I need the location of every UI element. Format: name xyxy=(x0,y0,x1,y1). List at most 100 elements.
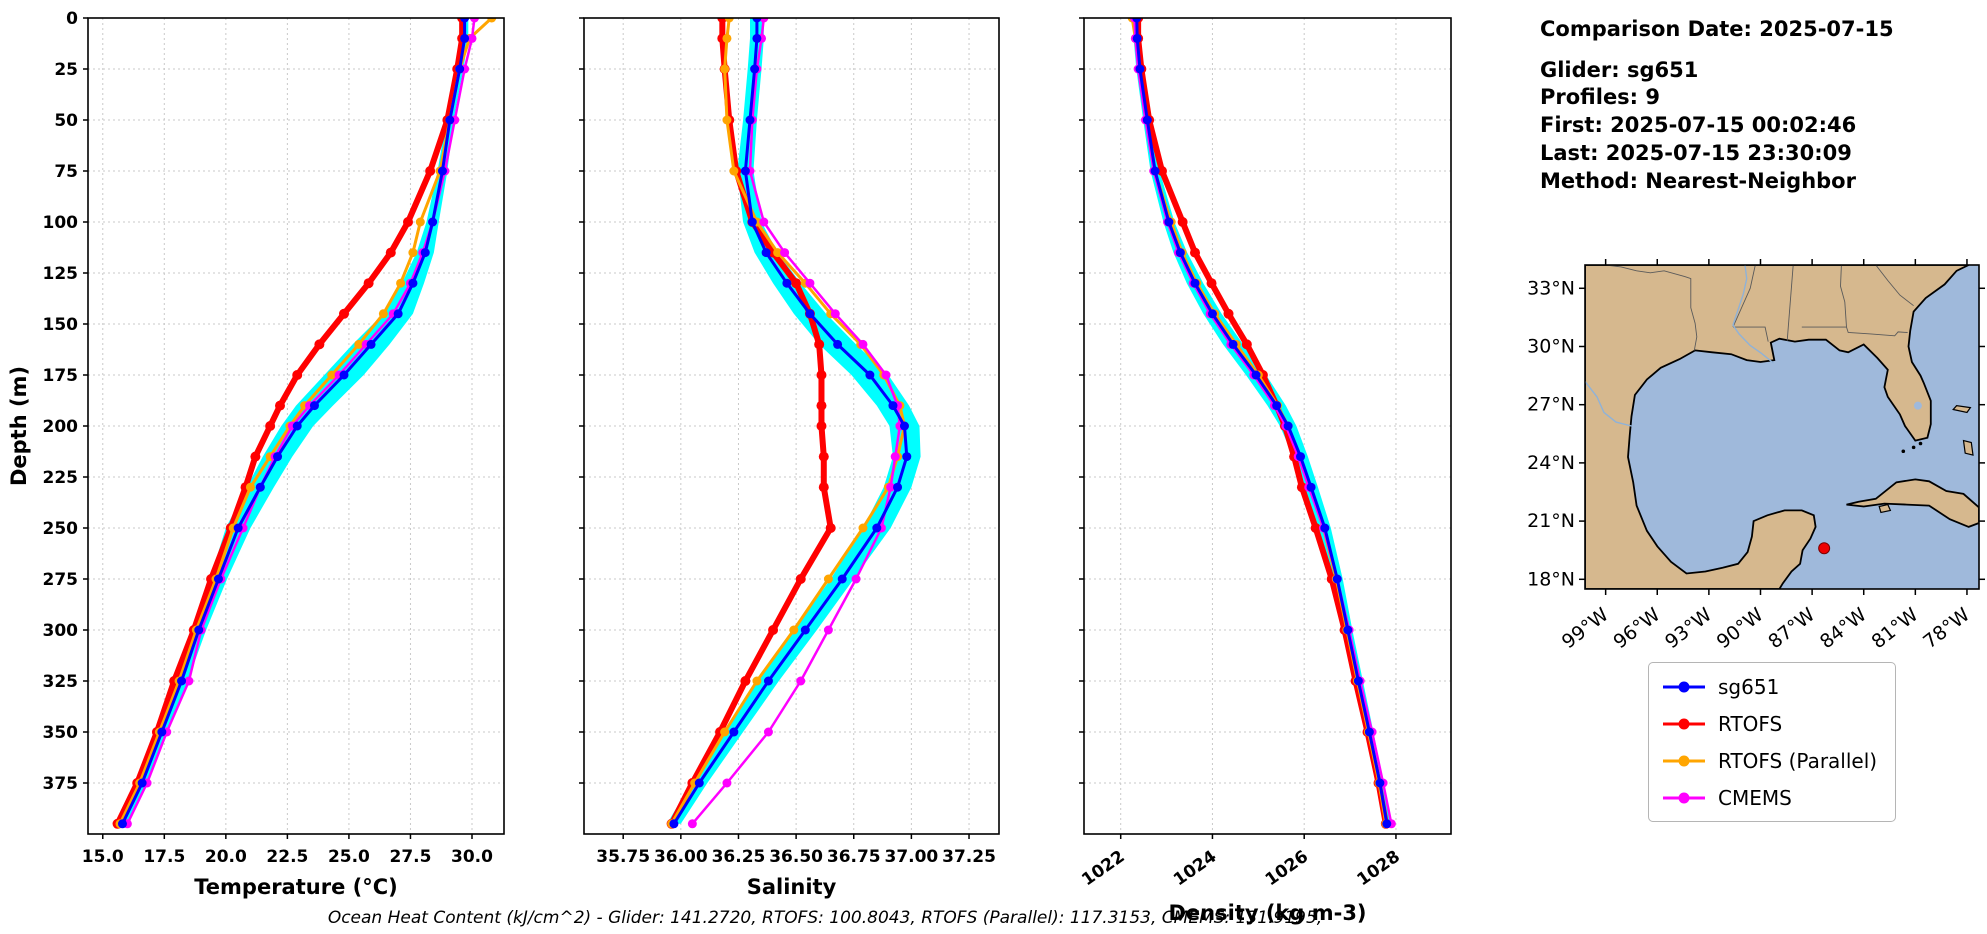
uncertainty-band xyxy=(1133,18,1391,824)
x-axis-title: Density (kg m-3) xyxy=(1168,901,1366,925)
river xyxy=(1585,380,1632,427)
glider-location-marker xyxy=(1818,542,1831,555)
plot-area xyxy=(1127,18,1396,829)
svg-text:1028: 1028 xyxy=(1354,847,1404,891)
comparison-date: Comparison Date: 2025-07-15 xyxy=(1540,17,1894,41)
svg-text:36.00: 36.00 xyxy=(654,847,708,867)
svg-text:78°W: 78°W xyxy=(1919,603,1974,653)
svg-text:175: 175 xyxy=(43,366,79,386)
legend-label: sg651 xyxy=(1718,674,1780,699)
svg-text:27.5: 27.5 xyxy=(389,847,431,867)
tick-marks xyxy=(579,17,970,839)
plot-area xyxy=(112,18,497,829)
tick-marks xyxy=(83,17,473,839)
profile-charts: 15.0 17.5 20.0 22.5 25.0 27.5 30.0 0 25 50 75 100 12… xyxy=(7,9,1452,925)
svg-text:50: 50 xyxy=(54,111,78,131)
tick-marks xyxy=(1079,17,1397,839)
svg-text:96°W: 96°W xyxy=(1609,603,1664,653)
series-rtofs-parallel- xyxy=(667,18,909,829)
state-border xyxy=(1732,265,1756,328)
svg-text:15.0: 15.0 xyxy=(82,847,124,867)
series-rtofs xyxy=(1133,18,1391,829)
series-cmems xyxy=(1129,18,1396,829)
svg-text:325: 325 xyxy=(43,672,79,692)
svg-text:200: 200 xyxy=(43,417,79,437)
profiles-count: Profiles: 9 xyxy=(1540,85,1661,110)
legend-label: CMEMS xyxy=(1718,785,1792,810)
svg-text:75: 75 xyxy=(54,162,78,182)
svg-text:36.75: 36.75 xyxy=(827,847,881,867)
state-border xyxy=(1846,326,1908,337)
svg-text:18°N: 18°N xyxy=(1527,568,1575,590)
svg-text:100: 100 xyxy=(43,213,79,233)
legend-item-rtofs: RTOFS xyxy=(1661,705,1877,742)
legend-swatch-icon xyxy=(1663,718,1705,729)
state-border xyxy=(1786,265,1794,341)
svg-text:22.5: 22.5 xyxy=(266,847,308,867)
y-axis-title: Depth (m) xyxy=(7,366,31,486)
svg-text:93°W: 93°W xyxy=(1661,603,1716,653)
series-sg651 xyxy=(1132,18,1392,829)
lake-okeechobee xyxy=(1913,401,1922,410)
method: Method: Nearest-Neighbor xyxy=(1540,168,1856,193)
svg-text:250: 250 xyxy=(43,519,79,539)
first-timestamp: First: 2025-07-15 00:02:46 xyxy=(1540,113,1857,138)
river xyxy=(1732,265,1774,364)
tick-labels: 15.0 17.5 20.0 22.5 25.0 27.5 30.0 0 25 50 75 100 12… xyxy=(43,9,494,867)
svg-text:25.0: 25.0 xyxy=(328,847,370,867)
svg-text:81°W: 81°W xyxy=(1868,603,1923,653)
svg-text:20.0: 20.0 xyxy=(205,847,247,867)
svg-text:37.25: 37.25 xyxy=(942,847,996,867)
svg-text:275: 275 xyxy=(43,570,79,590)
x-axis-title: Salinity xyxy=(747,875,837,899)
svg-text:1026: 1026 xyxy=(1262,847,1312,891)
svg-text:24°N: 24°N xyxy=(1527,452,1575,474)
svg-text:1024: 1024 xyxy=(1170,847,1220,891)
florida-keys xyxy=(1918,441,1923,446)
legend-item-cmems: CMEMS xyxy=(1661,779,1877,816)
spacer xyxy=(1540,44,1894,57)
state-border xyxy=(1801,265,1847,328)
x-axis-title: Temperature (°C) xyxy=(194,875,397,899)
svg-text:375: 375 xyxy=(43,774,79,794)
glider-id: Glider: sg651 xyxy=(1540,57,1699,82)
legend-label: RTOFS (Parallel) xyxy=(1718,748,1878,773)
bahamas-island xyxy=(1952,405,1972,414)
florida-keys xyxy=(1901,449,1906,454)
gridlines xyxy=(1084,17,1451,834)
legend: sg651 RTOFS RTOFS (Parallel) CMEMS xyxy=(1648,662,1897,822)
legend-swatch-icon xyxy=(1663,755,1705,766)
florida-keys xyxy=(1911,445,1916,450)
map-ticks xyxy=(1579,259,1985,595)
bahamas-island xyxy=(1962,439,1974,456)
svg-text:21°N: 21°N xyxy=(1527,510,1575,532)
density-profile: 1022 1024 1026 1028 Density (kg m-3) xyxy=(1078,17,1452,925)
salinity-profile: 35.75 36.00 36.25 36.50 36.75 37.00 37.25 Salin… xyxy=(579,17,1000,899)
svg-text:27°N: 27°N xyxy=(1527,394,1575,416)
series-sg651 xyxy=(669,18,912,829)
map-frame xyxy=(1584,264,1980,590)
temperature-profile: 15.0 17.5 20.0 22.5 25.0 27.5 30.0 0 25 50 75 100 12… xyxy=(7,9,505,899)
svg-text:30.0: 30.0 xyxy=(451,847,493,867)
series-rtofs-parallel- xyxy=(1127,18,1391,829)
legend-item-sg651: sg651 xyxy=(1661,668,1877,705)
svg-text:99°W: 99°W xyxy=(1558,603,1613,653)
legend-swatch-icon xyxy=(1663,681,1705,692)
info-panel: Comparison Date: 2025-07-15 Glider: sg65… xyxy=(1540,16,1894,195)
svg-text:90°W: 90°W xyxy=(1713,603,1768,653)
state-border xyxy=(1875,265,1914,307)
legend-swatch-icon xyxy=(1663,792,1705,803)
svg-text:87°W: 87°W xyxy=(1764,603,1819,653)
legend-item-rtofs-parallel: RTOFS (Parallel) xyxy=(1661,742,1877,779)
plot-area xyxy=(666,18,921,829)
ohc-caption: Ocean Heat Content (kJ/cm^2) - Glider: 1… xyxy=(327,908,1323,928)
axes-spine xyxy=(583,17,1000,835)
svg-text:125: 125 xyxy=(43,264,79,284)
north-america-landmass xyxy=(1585,265,1970,589)
tick-labels: 1022 1024 1026 1028 xyxy=(1078,847,1403,891)
svg-text:35.75: 35.75 xyxy=(596,847,650,867)
gridlines xyxy=(584,17,999,834)
cuba-island xyxy=(1846,478,1979,528)
svg-text:33°N: 33°N xyxy=(1527,277,1575,299)
svg-text:350: 350 xyxy=(43,723,79,743)
